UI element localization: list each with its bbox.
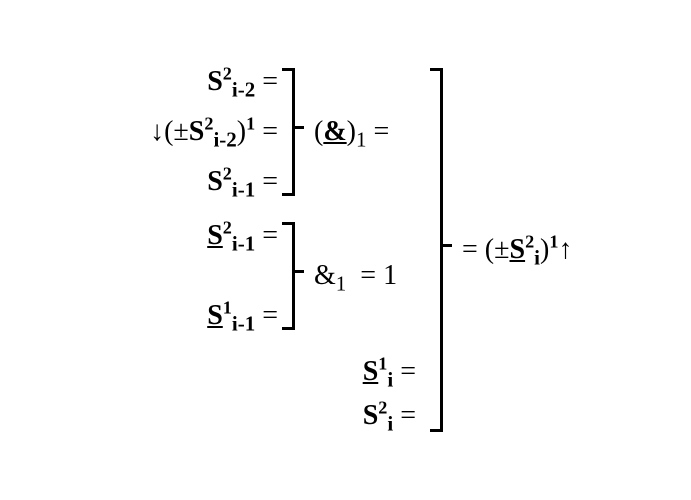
close-paren: )	[237, 116, 246, 147]
eq: =	[400, 356, 416, 387]
rhs: = (±S2i)1↑	[462, 236, 572, 264]
amp: &	[314, 260, 336, 291]
mid-amp-eq-1: &1 = 1	[314, 262, 397, 290]
sym-S: S	[363, 400, 379, 431]
lhs-row-8: S2i =	[0, 402, 416, 430]
close-paren: )	[347, 116, 356, 147]
eq: =	[262, 300, 278, 331]
sup-2: 2	[525, 232, 534, 252]
pm: ±	[173, 116, 188, 147]
eq: =	[373, 116, 389, 147]
sym-S: S	[207, 166, 223, 197]
eq: =	[262, 220, 278, 251]
sym-S-underline: S	[207, 300, 223, 331]
sup-1: 1	[223, 298, 232, 318]
sym-S: S	[189, 116, 205, 147]
eq: =	[262, 116, 278, 147]
arrow-down: ↓	[150, 116, 164, 147]
eq-1: = 1	[360, 260, 397, 291]
arrow-up: ↑	[558, 234, 572, 265]
close-paren: )	[540, 234, 549, 265]
mid-amp-underline: (&)1 =	[314, 118, 389, 146]
sup-2: 2	[223, 164, 232, 184]
sup-1: 1	[378, 354, 387, 374]
eq: =	[262, 66, 278, 97]
open-paren: (	[164, 116, 173, 147]
sub-im2: i-2	[213, 128, 236, 152]
brace-group-1b	[282, 222, 308, 330]
open-paren: (	[314, 116, 323, 147]
lhs-row-7: S1i =	[0, 358, 416, 386]
sym-S-underline: S	[207, 220, 223, 251]
sub-im1: i-1	[232, 232, 255, 256]
lhs-row-6: S1i-1 =	[0, 302, 278, 330]
sym-S-underline: S	[510, 234, 526, 265]
amp-underline: &	[323, 116, 346, 147]
sub-im1: i-1	[232, 312, 255, 336]
lhs-row-2: ↓(±S2i-2)1 =	[0, 118, 278, 146]
sub-im1: i-1	[232, 178, 255, 202]
sup-1: 1	[246, 114, 255, 134]
equation-figure: S2i-2 = ↓(±S2i-2)1 = S2i-1 = S2i-1 = S1i…	[0, 0, 691, 500]
pm: ±	[494, 234, 509, 265]
sub-1: 1	[336, 272, 347, 296]
lhs-row-4: S2i-1 =	[0, 222, 278, 250]
sub-1: 1	[356, 128, 367, 152]
sub-im2: i-2	[232, 78, 255, 102]
sup-2: 2	[223, 218, 232, 238]
open-paren: (	[485, 234, 494, 265]
sub-i: i	[387, 368, 393, 392]
eq: =	[262, 166, 278, 197]
sup-2: 2	[378, 398, 387, 418]
sym-S: S	[207, 66, 223, 97]
lhs-row-3: S2i-1 =	[0, 168, 278, 196]
brace-group-1a	[282, 68, 308, 196]
eq: =	[400, 400, 416, 431]
sym-S-underline: S	[363, 356, 379, 387]
sup-2: 2	[223, 64, 232, 84]
lhs-row-1: S2i-2 =	[0, 68, 278, 96]
sub-i: i	[387, 412, 393, 436]
brace-group-2	[430, 68, 456, 432]
rhs-eq-prefix: =	[462, 234, 485, 265]
